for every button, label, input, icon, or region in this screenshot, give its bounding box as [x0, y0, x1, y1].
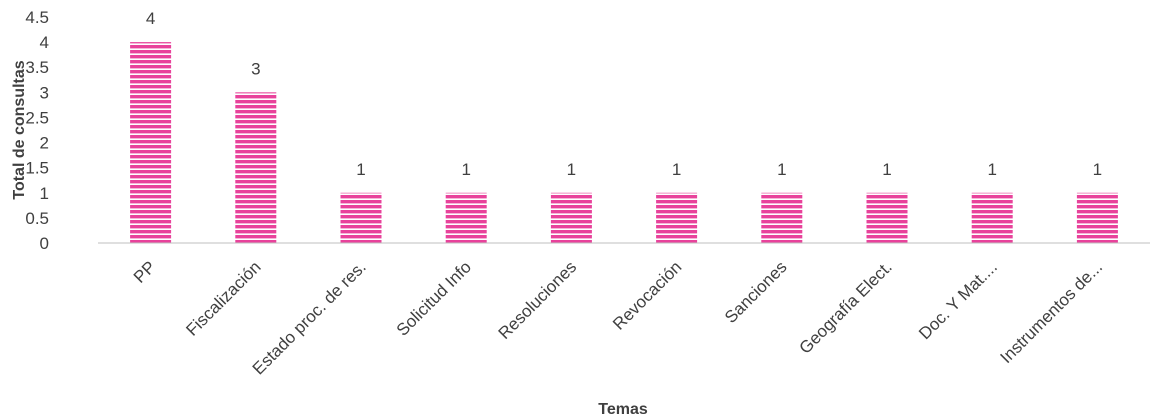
data-label: 3	[251, 59, 260, 78]
data-label: 1	[777, 160, 786, 179]
y-axis-title: Total de consultas	[11, 60, 28, 199]
bar	[550, 192, 592, 243]
data-label: 1	[672, 160, 681, 179]
x-tick-label: Fiscalización	[182, 257, 264, 339]
data-label: 1	[1093, 160, 1102, 179]
y-tick-label: 0	[40, 234, 49, 253]
x-tick-label: Estado proc. de res.	[249, 257, 370, 378]
bar	[761, 192, 803, 243]
y-tick-label: 2	[40, 134, 49, 153]
y-tick-label: 3	[40, 83, 49, 102]
y-tick-label: 1.5	[25, 159, 49, 178]
x-tick-label: PP	[130, 257, 159, 286]
bar	[1076, 192, 1118, 243]
bar	[866, 192, 908, 243]
y-tick-label: 4.5	[25, 8, 49, 27]
y-tick-label: 4	[40, 33, 49, 52]
bar	[340, 192, 382, 243]
bars	[130, 42, 1118, 243]
bar	[656, 192, 698, 243]
x-tick-label: Resoluciones	[495, 257, 581, 343]
y-tick-label: 2.5	[25, 108, 49, 127]
x-tick-label: Revocación	[609, 257, 685, 333]
data-label: 1	[567, 160, 576, 179]
x-axis-title: Temas	[598, 401, 648, 418]
y-axis-ticks: 0 0.5 1 1.5 2 2.5 3 3.5 4 4.5	[25, 8, 49, 253]
x-tick-label: Doc. Y Mat....	[915, 257, 1001, 343]
bar	[130, 42, 172, 243]
data-label: 1	[882, 160, 891, 179]
x-tick-label: Sanciones	[721, 257, 791, 327]
y-tick-label: 1	[40, 184, 49, 203]
y-tick-label: 3.5	[25, 58, 49, 77]
bar	[235, 92, 277, 243]
bar	[445, 192, 487, 243]
x-tick-label: Solicitud Info	[393, 257, 475, 339]
data-labels: 4 3 1 1 1 1 1 1 1 1	[146, 9, 1102, 179]
y-tick-label: 0.5	[25, 209, 49, 228]
x-tick-label: Instrumentos de...	[997, 257, 1107, 367]
data-label: 1	[461, 160, 470, 179]
data-label: 4	[146, 9, 155, 28]
bar	[971, 192, 1013, 243]
data-label: 1	[987, 160, 996, 179]
data-label: 1	[356, 160, 365, 179]
x-tick-label: Geografía Elect.	[796, 257, 896, 357]
